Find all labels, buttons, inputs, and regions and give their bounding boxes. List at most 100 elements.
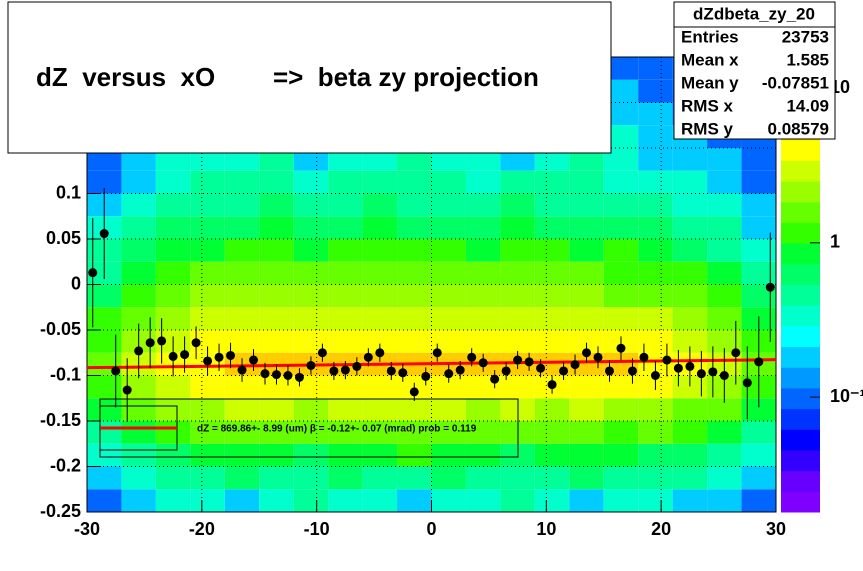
heat-cell <box>155 398 191 421</box>
heat-cell <box>397 216 432 239</box>
heat-cell <box>155 443 191 467</box>
heat-cell <box>638 466 673 490</box>
heat-cell <box>707 239 742 262</box>
heat-cell <box>500 170 535 194</box>
heat-cell <box>534 261 570 285</box>
heat-cell <box>707 330 742 353</box>
heat-cell <box>293 261 329 285</box>
profile-point <box>271 370 281 380</box>
profile-point <box>398 368 408 378</box>
heat-cell <box>397 398 432 421</box>
profile-point <box>260 369 270 379</box>
profile-point <box>283 371 293 380</box>
heat-cell <box>121 216 156 239</box>
profile-point <box>111 366 121 376</box>
profile-point <box>306 360 316 370</box>
heat-cell <box>224 261 260 285</box>
heat-cell <box>259 489 294 512</box>
heat-cell <box>259 375 294 399</box>
heat-cell <box>638 102 673 126</box>
heat-cell <box>121 284 156 308</box>
heat-cell <box>155 284 191 308</box>
heat-cell <box>362 466 398 490</box>
stats-box <box>673 1 836 140</box>
heat-cell <box>707 216 742 239</box>
stats-value: 23753 <box>782 27 829 46</box>
heat-cell <box>465 148 501 171</box>
stats-label: RMS x <box>681 96 734 115</box>
heat-cell <box>87 375 122 399</box>
heat-cell <box>87 307 122 330</box>
heat-cell <box>431 284 466 308</box>
heat-cell <box>465 466 501 490</box>
heat-cell <box>534 239 570 262</box>
heat-cell <box>569 421 604 444</box>
heat-cell <box>569 216 604 239</box>
profile-point <box>294 372 304 382</box>
heat-cell <box>500 261 535 285</box>
heat-cell <box>87 421 122 444</box>
profile-point <box>214 352 224 362</box>
heat-cell <box>259 421 294 444</box>
heat-cell <box>741 193 776 217</box>
heat-cell <box>259 239 294 262</box>
heat-cell <box>741 489 776 512</box>
heat-cell <box>362 375 398 399</box>
heat-cell <box>362 421 398 444</box>
x-tick-label: 30 <box>766 519 786 539</box>
heat-cell <box>121 307 156 330</box>
heat-cell <box>638 330 673 353</box>
heat-cell <box>224 421 260 444</box>
heat-cell <box>603 239 639 262</box>
heat-cell <box>707 421 742 444</box>
y-tick-label: 0.1 <box>56 182 81 202</box>
heat-cell <box>259 170 294 194</box>
stats-value: 1.585 <box>786 50 829 69</box>
heat-cell <box>155 216 191 239</box>
heat-cell <box>534 307 570 330</box>
heat-cell <box>362 284 398 308</box>
heat-cell <box>431 148 466 171</box>
x-tick-label: -20 <box>189 519 215 539</box>
profile-point <box>501 366 511 376</box>
profile-point <box>340 365 350 375</box>
colorbar-cell <box>781 429 820 451</box>
heat-cell <box>741 216 776 239</box>
heat-cell <box>328 148 363 171</box>
heat-cell <box>638 193 673 217</box>
profile-point <box>363 352 373 362</box>
stats-label: Entries <box>681 27 739 46</box>
heat-cell <box>328 421 363 444</box>
heat-cell <box>259 443 294 467</box>
profile-point <box>249 355 259 365</box>
heat-cell <box>500 216 535 239</box>
z-tick-label: 1 <box>830 232 840 252</box>
title-box <box>7 1 612 154</box>
heat-cell <box>603 125 639 148</box>
profile-point <box>352 361 362 371</box>
heat-cell <box>603 284 639 308</box>
heat-cell <box>190 398 225 421</box>
heat-cell <box>224 466 260 490</box>
heat-cell <box>362 170 398 194</box>
colorbar-cell <box>781 160 820 182</box>
stats-value: 0.08579 <box>768 119 829 138</box>
heat-cell <box>155 421 191 444</box>
heat-cell <box>465 443 501 467</box>
heat-cell <box>431 216 466 239</box>
heat-cell <box>259 398 294 421</box>
heat-cell <box>328 216 363 239</box>
heat-cell <box>672 148 708 171</box>
profile-point <box>386 366 396 376</box>
heat-cell <box>328 443 363 467</box>
heat-cell <box>121 239 156 262</box>
heat-cell <box>431 375 466 399</box>
heat-cell <box>397 330 432 353</box>
chart-title: dZ versus xO => beta zy projection <box>36 62 539 92</box>
heat-cell <box>465 170 501 194</box>
heat-cell <box>293 284 329 308</box>
heat-cell <box>190 170 225 194</box>
heat-cell <box>293 148 329 171</box>
colorbar-cell <box>781 470 820 492</box>
heat-cell <box>638 79 673 103</box>
